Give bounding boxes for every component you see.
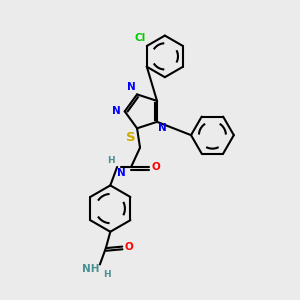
Text: O: O [151,162,160,172]
Text: NH: NH [82,264,100,274]
Text: H: H [103,270,110,279]
Text: N: N [127,82,136,92]
Text: N: N [117,168,126,178]
Text: N: N [158,123,167,133]
Text: H: H [107,157,115,166]
Text: Cl: Cl [134,33,146,43]
Text: S: S [126,131,136,144]
Text: O: O [124,242,133,252]
Text: N: N [112,106,121,116]
